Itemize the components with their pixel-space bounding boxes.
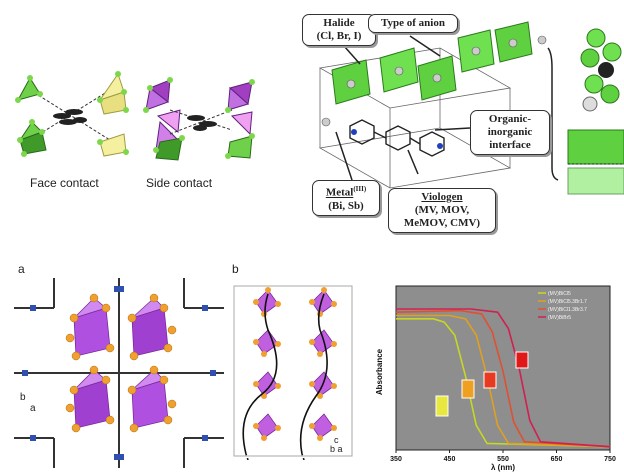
chart-ylabel: Absorbance xyxy=(375,348,384,395)
series-line xyxy=(396,314,611,448)
side-contact-label: Side contact xyxy=(146,176,213,190)
contact-diagrams xyxy=(15,71,255,161)
axis-b-label: b xyxy=(20,392,26,403)
axis-a-label: a xyxy=(30,403,36,414)
series-line xyxy=(396,318,611,448)
x-tick-label: 350 xyxy=(390,456,402,463)
panel-a-letter: a xyxy=(18,262,25,276)
absorbance-chart: Absorbance λ (nm) 350 450 550 650 750 (MV)Bi… xyxy=(375,285,616,472)
axis-c-label: c xyxy=(334,435,339,445)
legend-label: (MV)BiCl5.3Br1.7 xyxy=(548,299,587,305)
legend-label: (MV)BiBr5 xyxy=(548,315,571,321)
interface-line-1: Organic- xyxy=(488,113,532,125)
octahedra-group xyxy=(73,297,169,429)
halide-callout: Halide (Cl, Br, I) xyxy=(302,14,376,46)
viologen-line-2: (MV, MOV, xyxy=(414,204,470,216)
chart-legend: (MV)BiCl5 (MV)BiCl5.3Br1.7 (MV)BiCl1.3Br3.… xyxy=(536,288,606,323)
legend-label: (MV)BiCl5 xyxy=(548,291,571,297)
panel-b-axes: c b a xyxy=(330,436,343,454)
face-contact-label: Face contact xyxy=(30,176,99,190)
viologen-title: Viologen xyxy=(421,191,463,203)
x-tick-label: 750 xyxy=(604,456,616,463)
crystal-structure xyxy=(318,21,624,195)
x-tick-label: 450 xyxy=(444,456,456,463)
x-tick-label: 650 xyxy=(551,456,563,463)
anion-callout: Type of anion xyxy=(368,14,458,33)
viologen-line-3: MeMOV, CMV) xyxy=(403,217,481,229)
zoom-panel xyxy=(547,28,624,195)
interface-callout: Organic- inorganic interface xyxy=(470,110,550,155)
panel-a-structure xyxy=(14,278,224,468)
series-line xyxy=(395,309,611,448)
interface-line-3: interface xyxy=(489,139,531,151)
sample-swatches xyxy=(435,351,529,417)
viologen-network xyxy=(14,278,224,468)
halide-title: Halide xyxy=(323,17,355,29)
legend-background xyxy=(536,288,606,323)
metal-callout: Metal(III) (Bi, Sb) xyxy=(312,180,380,216)
metal-members: (Bi, Sb) xyxy=(328,199,364,212)
series-line xyxy=(396,308,611,448)
viologen-molecule xyxy=(349,119,445,157)
interface-line-2: inorganic xyxy=(487,126,533,138)
side-contact-structure xyxy=(143,77,255,161)
panel-a-axes: b a xyxy=(20,392,36,414)
anion-label: Type of anion xyxy=(381,17,445,29)
halide-members: (Cl, Br, I) xyxy=(316,30,362,42)
face-contact-structure xyxy=(15,71,129,157)
legend-label: (MV)BiCl1.3Br3.7 xyxy=(548,307,587,313)
chart-xlabel: λ (nm) xyxy=(491,463,515,472)
x-tick-label: 550 xyxy=(497,456,509,463)
axis-a2-label: a xyxy=(337,444,343,454)
viologen-callout: Viologen (MV, MOV, MeMOV, CMV) xyxy=(388,188,496,233)
panel-b-structure xyxy=(233,285,353,460)
metal-title: Metal(III) xyxy=(325,185,367,199)
panel-b-letter: b xyxy=(232,262,239,276)
axis-b2-label: b xyxy=(330,444,336,454)
